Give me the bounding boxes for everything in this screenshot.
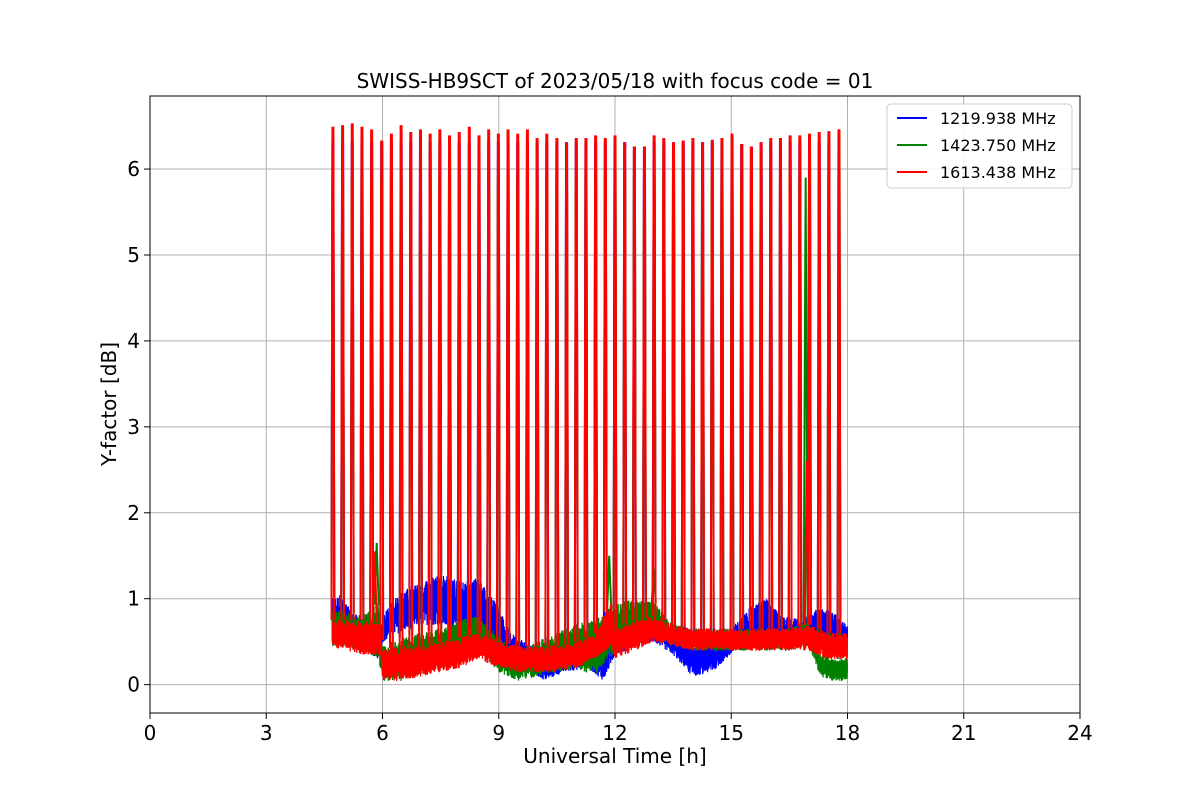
- series-layer: [330, 123, 849, 681]
- calibration-peak: [642, 146, 647, 618]
- calibration-peak: [476, 135, 482, 634]
- calibration-peak: [768, 137, 774, 629]
- calibration-peak: [554, 137, 560, 646]
- x-tick-label: 12: [602, 721, 627, 745]
- calibration-peak: [778, 137, 783, 629]
- calibration-peak: [729, 133, 735, 629]
- calibration-peak: [534, 137, 540, 646]
- legend-box: [886, 103, 1073, 189]
- calibration-peak: [680, 140, 686, 627]
- x-axis: 0 3 6 9 12 15 18 21 24: [144, 713, 1093, 745]
- calibration-peak: [466, 126, 472, 636]
- calibration-peak: [486, 129, 492, 638]
- x-axis-label: Universal Time [h]: [523, 744, 706, 768]
- x-tick-label: 9: [492, 721, 505, 745]
- calibration-peak: [700, 142, 705, 629]
- calibration-peak: [651, 135, 657, 617]
- legend: 1219.938 MHz 1423.750 MHz 1613.438 MHz: [886, 103, 1073, 189]
- calibration-peak: [408, 131, 414, 646]
- calibration-peak: [456, 131, 462, 638]
- calibration-peak: [525, 129, 530, 646]
- calibration-peak: [719, 137, 725, 629]
- calibration-peak: [826, 131, 832, 634]
- calibration-peak: [807, 133, 812, 625]
- y-axis-label: Y-factor [dB]: [97, 342, 121, 467]
- y-tick-label: 2: [127, 501, 140, 525]
- calibration-peak: [602, 137, 608, 612]
- calibration-peak: [622, 142, 628, 625]
- calibration-peak: [418, 129, 423, 646]
- y-tick-label: 4: [127, 329, 140, 353]
- y-tick-label: 5: [127, 243, 140, 267]
- calibration-peak: [495, 133, 501, 642]
- x-tick-label: 0: [144, 721, 157, 745]
- calibration-peak: [593, 135, 599, 634]
- calibration-peak: [690, 137, 696, 629]
- x-tick-label: 18: [835, 721, 860, 745]
- calibration-peak: [330, 126, 336, 621]
- series-baseline: [331, 602, 849, 681]
- calibration-peak: [447, 135, 452, 640]
- y-tick-label: 6: [127, 157, 140, 181]
- calibration-peak: [349, 123, 355, 621]
- calibration-peak: [797, 135, 803, 627]
- calibration-peak: [631, 146, 637, 621]
- x-tick-label: 24: [1067, 721, 1092, 745]
- calibration-peak: [836, 129, 842, 634]
- calibration-peak: [359, 126, 365, 621]
- y-tick-label: 1: [127, 587, 140, 611]
- calibration-peak: [573, 137, 579, 642]
- calibration-peak: [787, 135, 793, 629]
- series-1613.438-mhz: [330, 123, 849, 681]
- interference-spike: [606, 555, 613, 609]
- calibration-peak: [544, 133, 550, 646]
- calibration-peak: [340, 125, 345, 621]
- calibration-peak: [816, 131, 822, 630]
- calibration-peak: [583, 137, 589, 638]
- calibration-peak: [379, 140, 385, 640]
- x-tick-label: 15: [719, 721, 744, 745]
- y-tick-label: 0: [127, 673, 140, 697]
- calibration-peak: [398, 125, 404, 647]
- legend-label-1219: 1219.938 MHz: [940, 109, 1056, 128]
- calibration-peak: [709, 139, 715, 629]
- calibration-peak: [505, 129, 511, 644]
- calibration-peak: [369, 129, 375, 623]
- calibration-peak: [612, 135, 618, 629]
- calibration-peak: [437, 129, 443, 642]
- x-tick-label: 21: [951, 721, 976, 745]
- interference-spike: [803, 461, 810, 625]
- y-axis: 0 1 2 3 4 5 6: [127, 157, 150, 697]
- interference-spike: [371, 551, 378, 624]
- calibration-peak: [564, 142, 569, 644]
- calibration-peak: [671, 142, 676, 625]
- calibration-peak: [389, 133, 394, 649]
- x-tick-label: 3: [260, 721, 273, 745]
- legend-label-1423: 1423.750 MHz: [940, 136, 1056, 155]
- calibration-peak: [661, 137, 667, 621]
- legend-label-1613: 1613.438 MHz: [940, 163, 1056, 182]
- calibration-peak: [749, 146, 754, 629]
- calibration-peak: [427, 133, 433, 645]
- calibration-peak: [758, 142, 764, 629]
- calibration-peak: [739, 143, 745, 629]
- y-tick-label: 3: [127, 415, 140, 439]
- x-tick-label: 6: [376, 721, 389, 745]
- chart-title: SWISS-HB9SCT of 2023/05/18 with focus co…: [357, 69, 874, 93]
- calibration-peak: [515, 133, 521, 646]
